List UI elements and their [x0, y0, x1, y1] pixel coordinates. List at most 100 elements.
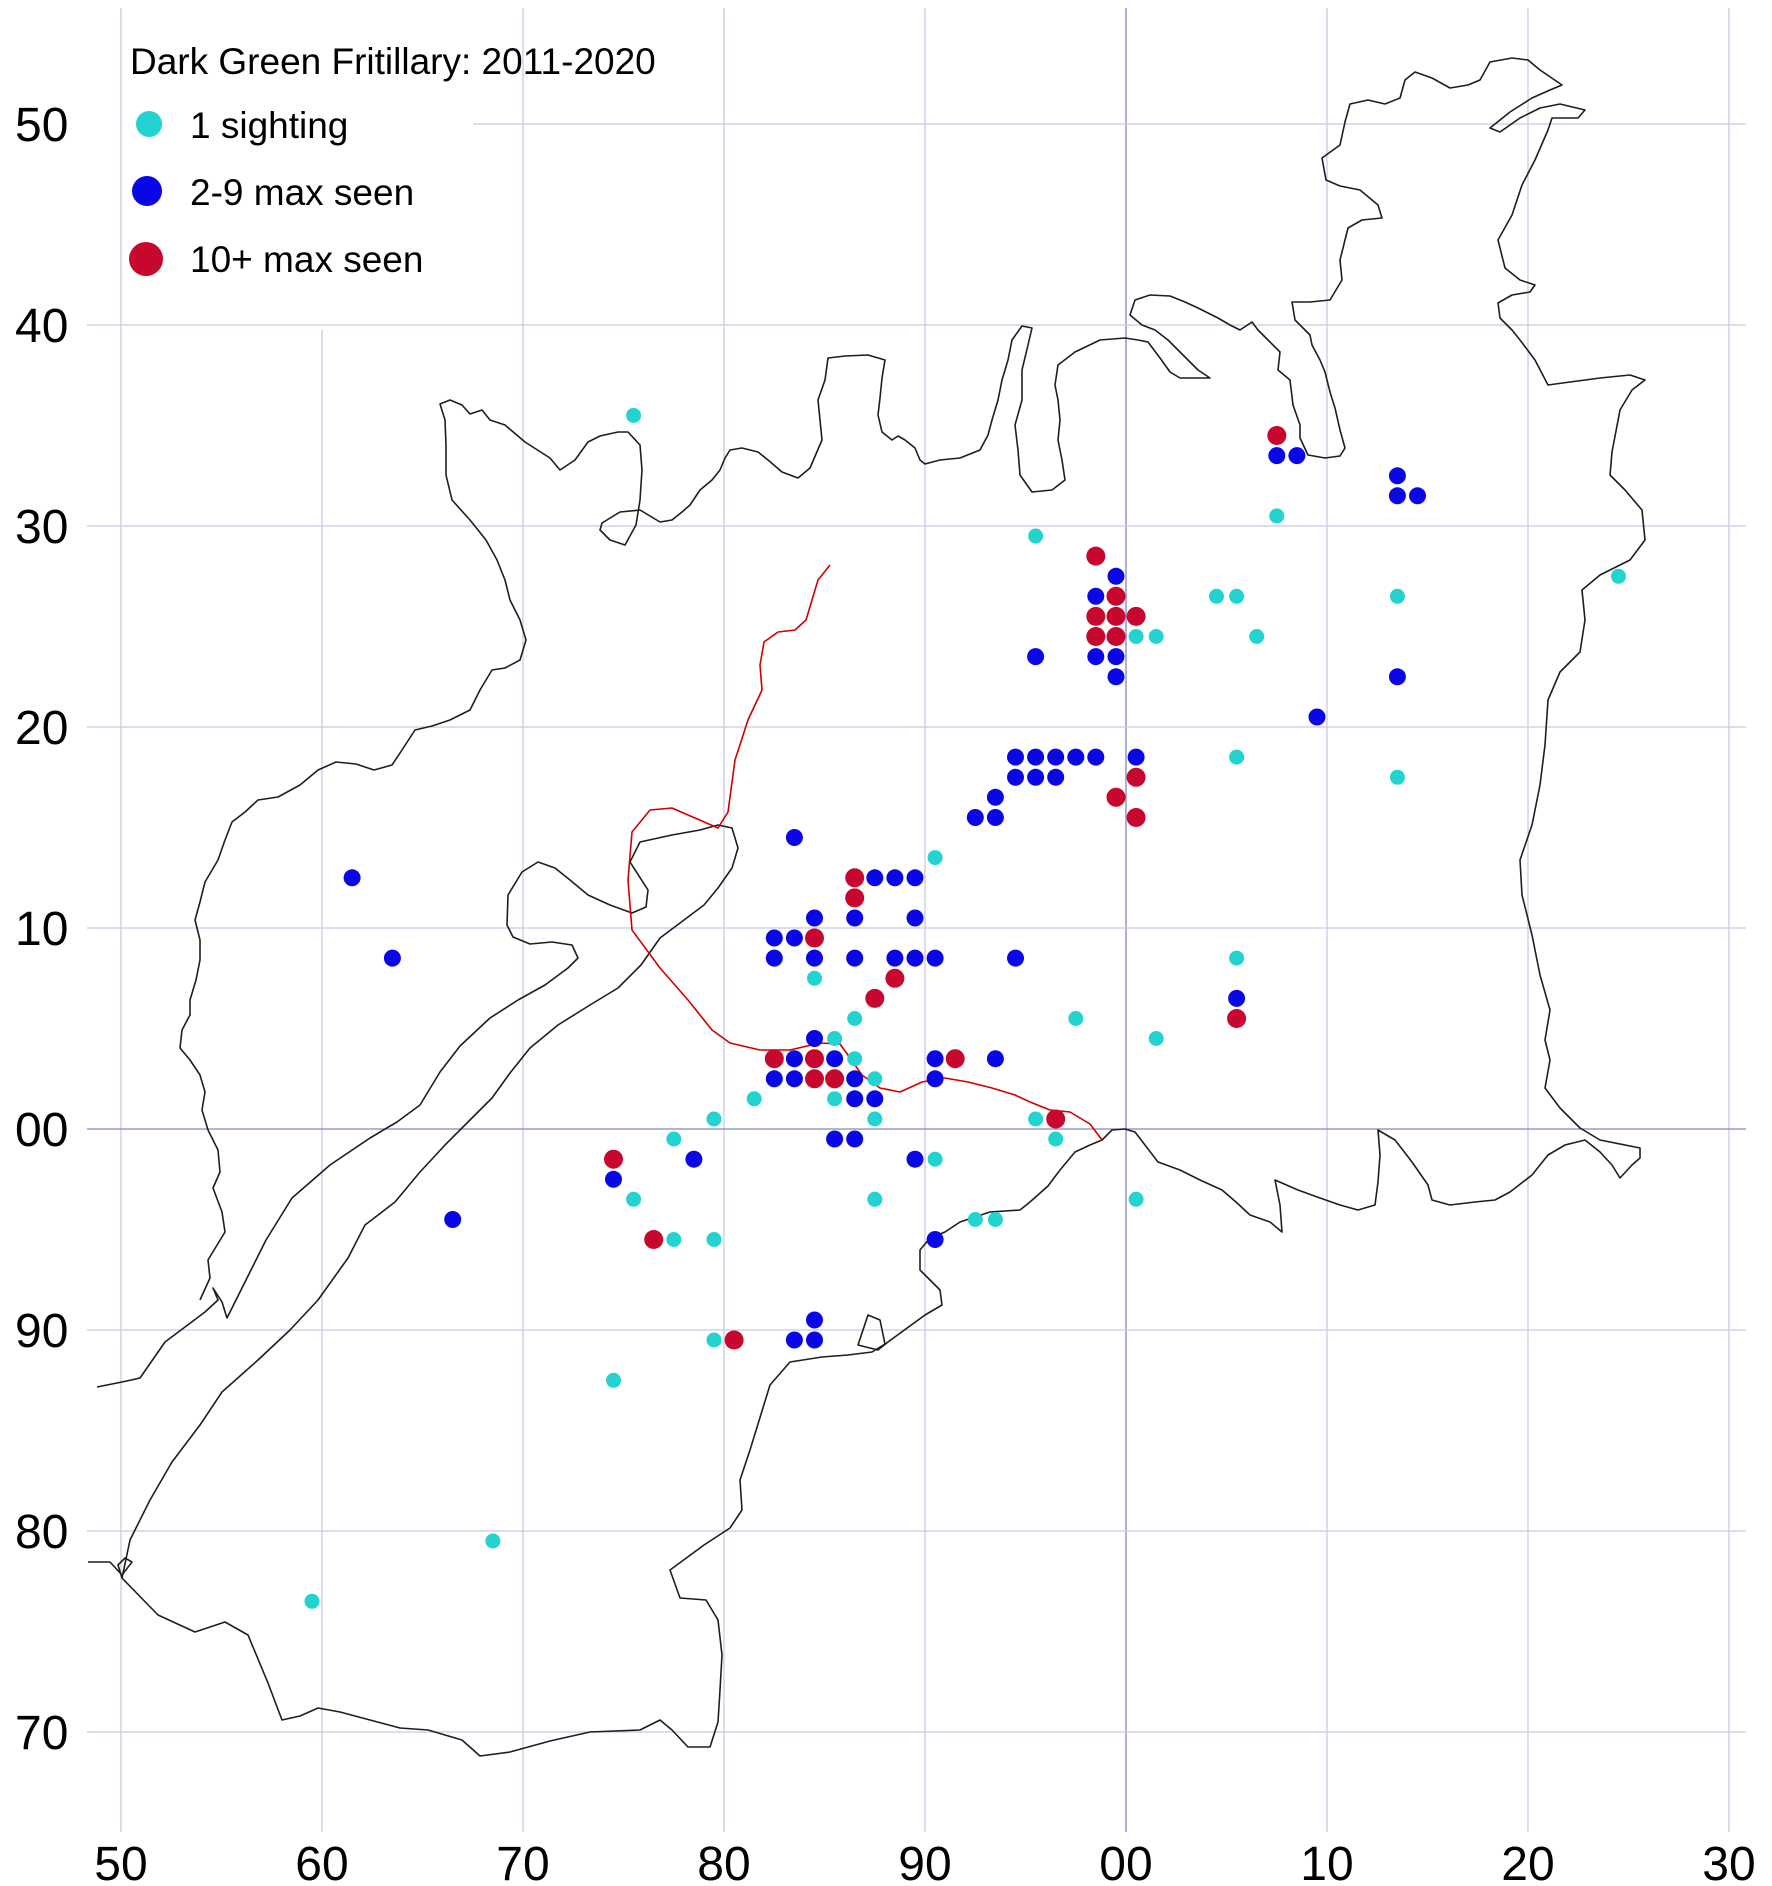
record-dot-many — [1106, 787, 1126, 807]
record-dot-many — [644, 1230, 664, 1249]
record-dot-few — [846, 1090, 864, 1108]
x-tick-label: 20 — [1501, 1838, 1554, 1886]
record-dot-one — [927, 850, 943, 866]
record-dot-one — [1028, 1111, 1044, 1127]
record-dot-many — [805, 928, 824, 948]
record-dot-one — [1128, 629, 1144, 644]
y-tick-label: 00 — [15, 1104, 68, 1157]
record-dot-many — [1106, 606, 1126, 626]
record-dot-few — [765, 1070, 783, 1088]
y-tick-label: 40 — [15, 300, 68, 353]
record-dot-few — [765, 949, 783, 967]
record-dot-many — [1106, 627, 1126, 646]
record-dot-few — [1007, 748, 1024, 766]
record-dot-many — [764, 1049, 784, 1069]
county-boundary — [96, 57, 1646, 1757]
record-dot-one — [1389, 588, 1405, 604]
record-dot-few — [886, 869, 904, 887]
record-dot-one — [606, 1372, 621, 1388]
record-dot-few — [806, 949, 823, 967]
record-dot-one — [706, 1232, 722, 1247]
record-dot-few — [906, 949, 924, 967]
record-dot-few — [806, 1030, 823, 1047]
record-dot-one — [927, 1151, 943, 1167]
record-dot-few — [765, 929, 783, 947]
record-dot-few — [1388, 467, 1406, 485]
record-dot-few — [1027, 768, 1045, 786]
record-dot-few — [1047, 768, 1065, 786]
record-dot-one — [1128, 1191, 1144, 1207]
record-dot-many — [604, 1149, 623, 1169]
legend-label-one: 1 sighting — [190, 105, 348, 146]
record-dot-many — [845, 868, 865, 888]
record-dot-one — [706, 1332, 722, 1348]
record-dot-few — [685, 1150, 703, 1168]
record-dot-many — [1126, 606, 1146, 626]
record-dot-few — [926, 1050, 944, 1068]
x-axis-ticks: 50 60 70 80 90 00 10 20 30 — [94, 1838, 1755, 1886]
record-dot-one — [1148, 1031, 1164, 1046]
record-dot-one — [1068, 1011, 1084, 1026]
record-dot-one — [666, 1232, 682, 1247]
record-dot-few — [806, 909, 823, 927]
record-dot-one — [1148, 629, 1164, 644]
record-dot-few — [966, 809, 984, 826]
record-dot-one — [1229, 588, 1245, 604]
record-dot-few — [886, 949, 904, 967]
x-tick-label: 10 — [1300, 1838, 1353, 1886]
map-title: Dark Green Fritillary: 2011-2020 — [130, 41, 656, 82]
record-dot-one — [1229, 749, 1245, 765]
record-dot-one — [1249, 629, 1265, 644]
record-dot-few — [906, 869, 924, 887]
estuary-bank — [88, 1557, 133, 1579]
record-dot-one — [987, 1212, 1003, 1227]
record-dot-few — [1288, 447, 1306, 465]
x-tick-label: 00 — [1099, 1838, 1152, 1886]
record-dot-few — [785, 829, 803, 846]
record-dot-many — [805, 1049, 824, 1069]
record-dot-many — [724, 1330, 744, 1350]
record-dot-few — [1388, 487, 1406, 505]
record-dot-many — [825, 1069, 845, 1089]
record-dot-many — [1126, 767, 1146, 787]
record-dot-many — [1267, 426, 1287, 445]
record-dot-one — [847, 1011, 863, 1026]
record-dot-few — [1107, 567, 1125, 585]
record-dot-one — [1048, 1131, 1064, 1147]
record-dot-few — [906, 1150, 924, 1168]
record-dot-few — [926, 1070, 944, 1088]
record-dot-few — [605, 1170, 622, 1188]
record-dot-one — [827, 1031, 843, 1046]
record-dot-one — [304, 1593, 320, 1609]
record-dot-one — [626, 1191, 642, 1207]
record-dot-few — [906, 909, 924, 927]
record-dot-few — [1007, 949, 1024, 967]
record-dot-one — [967, 1212, 983, 1227]
record-dot-one — [746, 1091, 762, 1107]
record-dot-few — [785, 1050, 803, 1068]
y-tick-label: 50 — [15, 99, 68, 152]
record-dot-one — [485, 1533, 501, 1549]
record-dot-many — [885, 968, 905, 988]
record-dot-one — [827, 1091, 843, 1107]
x-tick-label: 60 — [295, 1838, 348, 1886]
record-dot-one — [626, 407, 642, 423]
record-dot-one — [1028, 528, 1044, 544]
y-tick-label: 70 — [15, 1707, 68, 1760]
record-dot-many — [1046, 1109, 1066, 1129]
record-dot-one — [1269, 508, 1285, 524]
record-dot-many — [865, 988, 885, 1008]
record-dot-few — [1388, 668, 1406, 686]
record-dot-few — [1087, 748, 1105, 766]
record-dot-many — [1086, 546, 1106, 566]
record-dot-few — [846, 909, 864, 927]
record-dot-one — [807, 970, 822, 986]
record-dot-many — [945, 1049, 965, 1069]
x-tick-label: 80 — [697, 1838, 750, 1886]
record-dot-few — [1127, 748, 1145, 766]
x-tick-label: 70 — [496, 1838, 549, 1886]
record-dot-one — [1611, 568, 1626, 584]
record-dot-one — [706, 1111, 722, 1127]
record-dot-few — [1087, 587, 1105, 605]
